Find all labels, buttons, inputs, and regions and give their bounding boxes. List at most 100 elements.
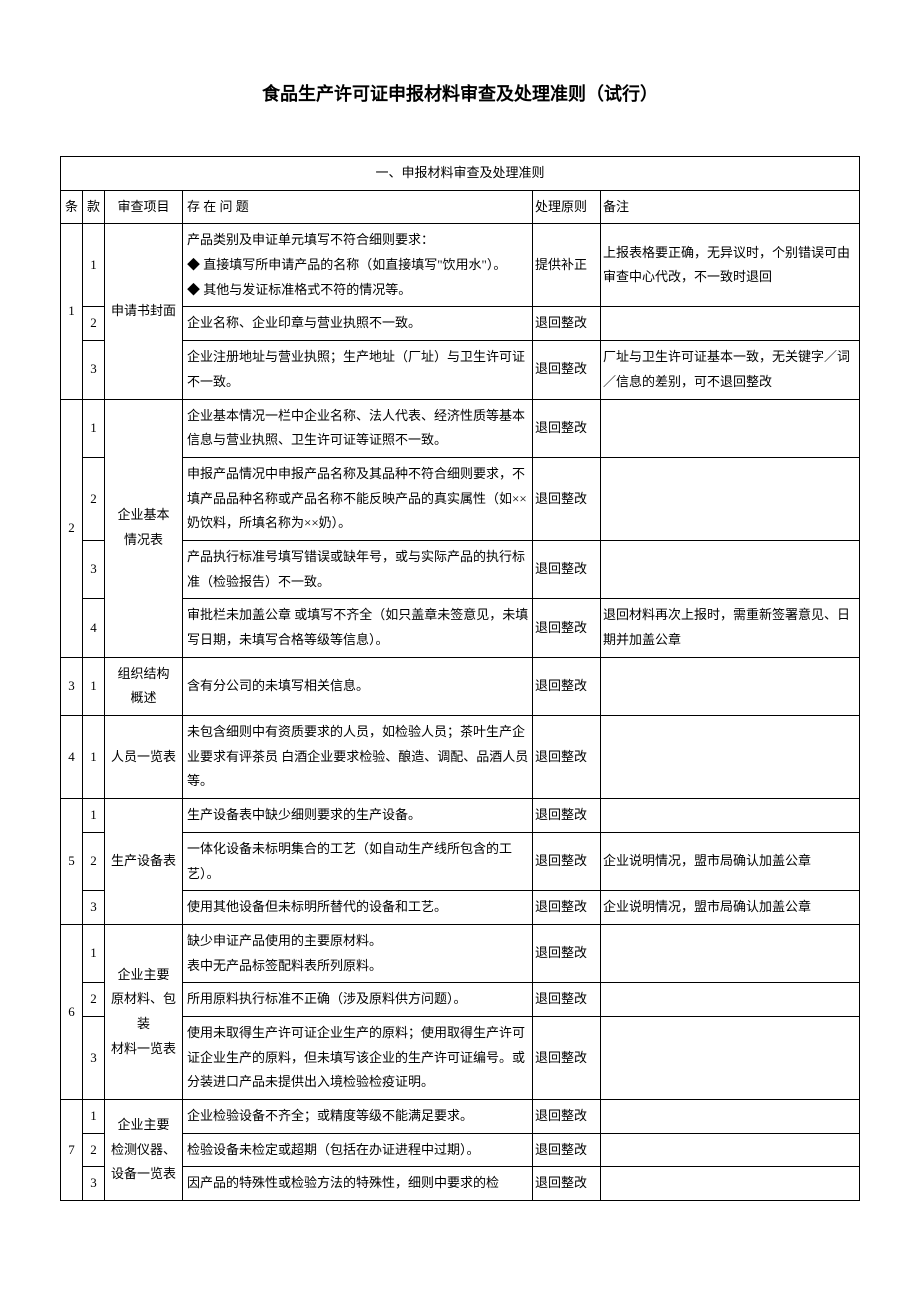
cell-kuan: 3 [83, 341, 105, 399]
cell-issue: 使用未取得生产许可证企业生产的原料；使用取得生产许可证企业生产的原料，但未填写该… [183, 1016, 533, 1099]
table-row: 41人员一览表未包含细则中有资质要求的人员，如检验人员；茶叶生产企业要求有评茶员… [61, 716, 860, 799]
column-header-action: 处理原则 [533, 190, 601, 224]
column-header-kuan: 款 [83, 190, 105, 224]
document-title: 食品生产许可证申报材料审查及处理准则（试行） [60, 80, 860, 106]
column-header-issue: 存 在 问 题 [183, 190, 533, 224]
cell-kuan: 1 [83, 1100, 105, 1134]
cell-issue: 检验设备未检定或超期（包括在办证进程中过期）。 [183, 1133, 533, 1167]
cell-action: 退回整改 [533, 457, 601, 540]
cell-tiao: 1 [61, 224, 83, 399]
cell-issue: 企业名称、企业印章与营业执照不一致。 [183, 307, 533, 341]
cell-item: 组织结构 概述 [105, 657, 183, 715]
cell-action: 退回整改 [533, 399, 601, 457]
cell-kuan: 2 [83, 307, 105, 341]
cell-action: 退回整改 [533, 599, 601, 657]
cell-action: 退回整改 [533, 799, 601, 833]
cell-action: 退回整改 [533, 1133, 601, 1167]
cell-action: 退回整改 [533, 657, 601, 715]
cell-action: 提供补正 [533, 224, 601, 307]
cell-issue: 所用原料执行标准不正确（涉及原料供方问题）。 [183, 983, 533, 1017]
cell-kuan: 2 [83, 832, 105, 890]
cell-item: 申请书封面 [105, 224, 183, 399]
table-row: 61企业主要 原材料、包 装 材料一览表缺少申证产品使用的主要原材料。 表中无产… [61, 924, 860, 982]
cell-note [601, 1100, 860, 1134]
cell-kuan: 1 [83, 224, 105, 307]
table-row: 31组织结构 概述含有分公司的未填写相关信息。退回整改 [61, 657, 860, 715]
table-row: 11申请书封面产品类别及申证单元填写不符合细则要求： ◆ 直接填写所申请产品的名… [61, 224, 860, 307]
cell-issue: 未包含细则中有资质要求的人员，如检验人员；茶叶生产企业要求有评茶员 白酒企业要求… [183, 716, 533, 799]
cell-note [601, 924, 860, 982]
cell-kuan: 1 [83, 716, 105, 799]
cell-issue: 产品执行标准号填写错误或缺年号，或与实际产品的执行标准（检验报告）不一致。 [183, 540, 533, 598]
cell-action: 退回整改 [533, 832, 601, 890]
cell-kuan: 3 [83, 1016, 105, 1099]
cell-action: 退回整改 [533, 891, 601, 925]
cell-action: 退回整改 [533, 716, 601, 799]
cell-issue: 含有分公司的未填写相关信息。 [183, 657, 533, 715]
table-row: 21企业基本 情况表企业基本情况一栏中企业名称、法人代表、经济性质等基本信息与营… [61, 399, 860, 457]
cell-kuan: 4 [83, 599, 105, 657]
cell-kuan: 2 [83, 1133, 105, 1167]
column-header-note: 备注 [601, 190, 860, 224]
cell-kuan: 3 [83, 891, 105, 925]
cell-action: 退回整改 [533, 540, 601, 598]
cell-note: 厂址与卫生许可证基本一致，无关键字／词／信息的差别，可不退回整改 [601, 341, 860, 399]
cell-tiao: 6 [61, 924, 83, 1099]
cell-issue: 使用其他设备但未标明所替代的设备和工艺。 [183, 891, 533, 925]
cell-note [601, 457, 860, 540]
cell-note [601, 716, 860, 799]
cell-action: 退回整改 [533, 983, 601, 1017]
cell-note [601, 399, 860, 457]
cell-action: 退回整改 [533, 1167, 601, 1201]
cell-issue: 一体化设备未标明集合的工艺（如自动生产线所包含的工艺）。 [183, 832, 533, 890]
cell-tiao: 5 [61, 799, 83, 925]
cell-item: 企业基本 情况表 [105, 399, 183, 657]
cell-kuan: 1 [83, 799, 105, 833]
cell-action: 退回整改 [533, 1100, 601, 1134]
cell-note [601, 307, 860, 341]
cell-note [601, 540, 860, 598]
cell-item: 企业主要 原材料、包 装 材料一览表 [105, 924, 183, 1099]
cell-kuan: 2 [83, 983, 105, 1017]
column-header-tiao: 条 [61, 190, 83, 224]
cell-tiao: 2 [61, 399, 83, 657]
cell-note [601, 1133, 860, 1167]
cell-kuan: 1 [83, 924, 105, 982]
cell-note [601, 983, 860, 1017]
cell-issue: 生产设备表中缺少细则要求的生产设备。 [183, 799, 533, 833]
table-row: 71企业主要 检测仪器、 设备一览表企业检验设备不齐全；或精度等级不能满足要求。… [61, 1100, 860, 1134]
cell-note: 企业说明情况，盟市局确认加盖公章 [601, 832, 860, 890]
cell-issue: 缺少申证产品使用的主要原材料。 表中无产品标签配料表所列原料。 [183, 924, 533, 982]
cell-issue: 产品类别及申证单元填写不符合细则要求： ◆ 直接填写所申请产品的名称（如直接填写… [183, 224, 533, 307]
section-header: 一、申报材料审查及处理准则 [61, 157, 860, 191]
cell-item: 生产设备表 [105, 799, 183, 925]
cell-kuan: 1 [83, 657, 105, 715]
column-header-item: 审查项目 [105, 190, 183, 224]
cell-note [601, 1167, 860, 1201]
cell-action: 退回整改 [533, 924, 601, 982]
cell-action: 退回整改 [533, 341, 601, 399]
cell-tiao: 4 [61, 716, 83, 799]
cell-issue: 审批栏未加盖公章 或填写不齐全（如只盖章未签意见，未填写日期，未填写合格等级等信… [183, 599, 533, 657]
cell-tiao: 7 [61, 1100, 83, 1201]
cell-note [601, 657, 860, 715]
cell-note [601, 799, 860, 833]
cell-note: 退回材料再次上报时，需重新签署意见、日期并加盖公章 [601, 599, 860, 657]
cell-issue: 企业注册地址与营业执照；生产地址（厂址）与卫生许可证不一致。 [183, 341, 533, 399]
table-row: 51生产设备表生产设备表中缺少细则要求的生产设备。退回整改 [61, 799, 860, 833]
cell-issue: 企业基本情况一栏中企业名称、法人代表、经济性质等基本信息与营业执照、卫生许可证等… [183, 399, 533, 457]
cell-note [601, 1016, 860, 1099]
cell-note: 上报表格要正确，无异议时，个别错误可由审查中心代改，不一致时退回 [601, 224, 860, 307]
cell-kuan: 1 [83, 399, 105, 457]
cell-action: 退回整改 [533, 1016, 601, 1099]
cell-kuan: 3 [83, 540, 105, 598]
cell-tiao: 3 [61, 657, 83, 715]
cell-issue: 申报产品情况中申报产品名称及其品种不符合细则要求，不填产品品种名称或产品名称不能… [183, 457, 533, 540]
cell-issue: 因产品的特殊性或检验方法的特殊性，细则中要求的检 [183, 1167, 533, 1201]
cell-action: 退回整改 [533, 307, 601, 341]
cell-kuan: 3 [83, 1167, 105, 1201]
review-table: 一、申报材料审查及处理准则条款审查项目存 在 问 题处理原则备注11申请书封面产… [60, 156, 860, 1201]
cell-item: 企业主要 检测仪器、 设备一览表 [105, 1100, 183, 1201]
cell-issue: 企业检验设备不齐全；或精度等级不能满足要求。 [183, 1100, 533, 1134]
cell-item: 人员一览表 [105, 716, 183, 799]
